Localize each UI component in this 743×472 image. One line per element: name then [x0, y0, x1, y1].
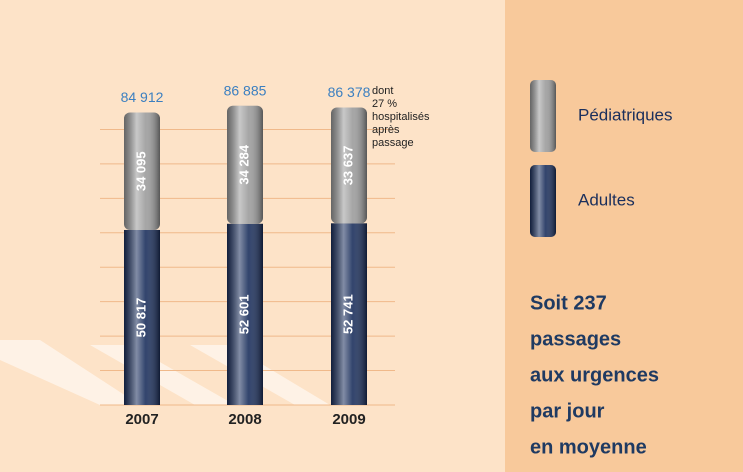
x-tick-label: 2009: [332, 411, 365, 428]
x-tick-label: 2007: [125, 411, 158, 428]
value-label: 52 601: [236, 295, 251, 335]
total-label: 86 378: [328, 84, 371, 100]
bar-shade: [227, 105, 263, 224]
legend-shade: [530, 165, 556, 237]
value-label: 52 741: [340, 294, 355, 334]
annotation: 27 %: [372, 98, 397, 110]
annotation: après: [372, 124, 400, 136]
value-label: 34 284: [236, 144, 251, 185]
value-label: 33 637: [340, 146, 355, 186]
summary: aux urgences: [530, 364, 659, 386]
summary: par jour: [530, 400, 605, 422]
total-label: 86 885: [224, 82, 267, 98]
summary: en moyenne: [530, 436, 647, 458]
bar-shade: [331, 107, 367, 224]
bar-shade: [331, 223, 367, 405]
annotation: hospitalisés: [372, 111, 430, 123]
legend-label: Adultes: [578, 190, 635, 209]
bar-shade: [227, 223, 263, 405]
legend-shade: [530, 80, 556, 152]
value-label: 34 095: [133, 151, 148, 191]
decor: [0, 340, 140, 405]
summary: Soit 237: [530, 292, 607, 314]
summary: passages: [530, 328, 621, 350]
bar-shade: [124, 229, 160, 405]
legend-label: Pédiatriques: [578, 105, 673, 124]
bar-shade: [124, 112, 160, 230]
value-label: 50 817: [133, 298, 148, 338]
annotation: passage: [372, 137, 414, 149]
annotation: dont: [372, 85, 393, 97]
total-label: 84 912: [121, 89, 164, 105]
x-tick-label: 2008: [228, 411, 261, 428]
